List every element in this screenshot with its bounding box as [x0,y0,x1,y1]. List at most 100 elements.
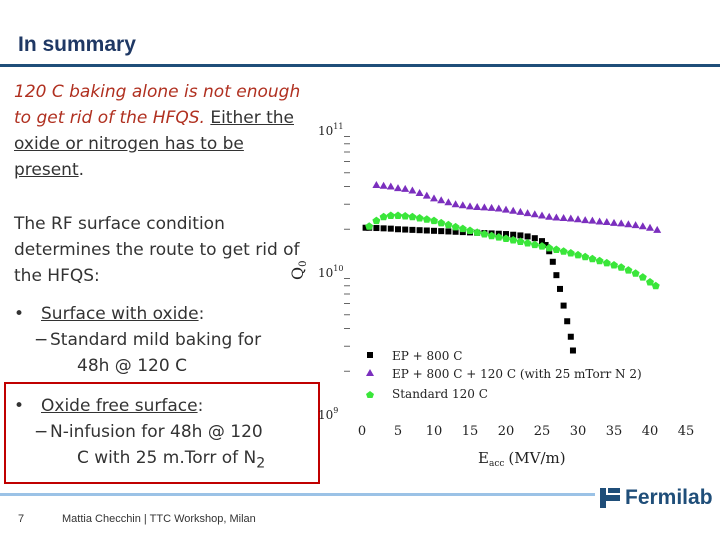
title-divider [0,64,720,67]
bullet2-colon: : [197,396,204,416]
data-point-series-0-33 [567,333,574,340]
data-point-series-2-28 [566,249,575,257]
footer-divider [0,493,595,496]
data-point-series-2-5 [401,211,410,220]
data-point-series-1-14 [473,202,482,210]
data-point-series-1-17 [494,204,503,212]
data-point-series-2-33 [602,258,611,267]
data-point-series-1-25 [552,213,561,221]
paragraph-baking-conclusion: 120 C baking alone is not enough to get … [14,79,314,183]
data-point-series-2-8 [422,215,431,223]
data-point-series-0-26 [542,241,549,248]
bullet1-colon: : [198,304,205,324]
data-point-series-2-22 [523,239,532,247]
data-point-series-2-11 [444,220,453,229]
page-number: 7 [18,513,25,525]
data-point-series-2-14 [466,226,474,234]
data-point-series-1-30 [588,216,597,224]
data-point-series-2-26 [552,245,561,254]
legend-marker-standard-120c [366,391,374,398]
data-point-series-0-20 [503,231,509,238]
data-point-series-2-0 [365,222,374,230]
data-point-series-1-7 [422,191,431,199]
data-point-series-1-19 [509,206,518,214]
data-point-series-0-17 [481,230,488,237]
x-tick-label-8: 40 [642,424,659,439]
slide-title: In summary [18,33,136,56]
highlight-box [4,382,320,484]
data-point-series-2-24 [538,242,546,250]
data-point-series-1-18 [502,205,510,213]
data-point-series-1-13 [466,202,474,210]
data-point-series-0-1 [366,224,373,231]
bullet1-sub-line1: Standard mild baking for [50,330,262,350]
data-point-series-1-9 [437,196,446,204]
data-point-series-2-32 [595,256,604,265]
x-axis-label: Eacc (MV/m) [478,449,566,469]
data-point-series-2-13 [458,224,467,233]
fermilab-logo-text: Fermilab [625,486,713,509]
data-point-series-2-9 [430,216,438,225]
data-point-series-1-37 [638,222,647,230]
data-point-series-0-12 [445,228,452,235]
data-point-series-2-34 [610,261,618,269]
paragraph-route: The RF surface condition determines the … [14,214,300,286]
data-point-series-1-5 [408,186,417,194]
dash-marker: − [34,330,49,350]
x-tick-label-4: 20 [498,424,515,439]
data-point-series-0-22 [517,232,524,239]
data-point-series-0-5 [395,226,401,233]
x-tick-label-2: 10 [426,424,443,439]
data-point-series-1-20 [516,207,525,215]
data-point-series-1-11 [451,200,460,208]
data-point-series-0-24 [531,235,538,242]
data-point-series-0-31 [560,302,567,309]
data-point-series-0-14 [459,229,466,236]
data-point-series-0-0 [362,224,369,231]
bullet2-sub-line2: C with 25 m.Torr of N [77,448,257,468]
data-point-series-0-13 [452,228,459,235]
data-point-series-2-7 [415,214,424,222]
data-point-series-2-27 [559,247,568,255]
bullet1-label: Surface with oxide [41,304,199,324]
data-point-series-2-38 [638,273,647,281]
data-point-series-2-37 [631,269,640,277]
data-point-series-2-15 [473,228,482,236]
x-tick-label-5: 25 [534,424,551,439]
data-point-series-2-2 [379,212,388,221]
oxide-nitrogen-statement: Either the oxide or nitrogen has to be p… [14,108,294,180]
bullet2-sub-line1: N-infusion for 48h @ 120 [50,422,263,442]
data-point-series-1-4 [401,184,410,192]
data-point-series-1-10 [444,198,453,206]
period: . [78,160,85,180]
data-point-series-1-12 [458,201,467,209]
y-tick-label-2: 109 [318,406,338,422]
data-point-series-2-39 [646,278,654,286]
data-point-series-1-8 [430,194,438,202]
data-point-series-0-29 [553,272,560,279]
x-tick-label-9: 45 [678,424,695,439]
data-point-series-1-3 [394,184,402,192]
data-point-series-2-31 [588,254,597,263]
data-point-series-0-21 [510,231,517,238]
dash-marker: − [34,422,49,442]
data-point-series-2-29 [574,250,582,259]
legend-label-standard-120c: Standard 120 C [392,387,488,401]
data-point-series-2-25 [545,243,554,252]
data-point-series-0-7 [409,226,416,233]
data-point-series-1-22 [530,210,539,218]
footer-credit: Mattia Checchin | TTC Workshop, Milan [62,513,256,525]
data-point-series-1-24 [545,212,554,220]
data-point-series-1-6 [415,189,424,197]
data-point-series-1-27 [566,214,575,222]
data-point-series-1-33 [610,218,618,226]
data-point-series-1-21 [523,209,532,217]
bullet-oxide-free: • Oxide free surface: − N-infusion for 4… [14,393,314,476]
data-point-series-0-6 [402,226,409,233]
x-tick-label-0: 0 [358,424,366,439]
data-point-series-2-18 [494,233,503,241]
data-point-series-2-20 [509,236,518,244]
data-point-series-0-15 [467,229,473,236]
data-point-series-2-16 [480,230,489,238]
data-point-series-0-34 [569,347,576,354]
